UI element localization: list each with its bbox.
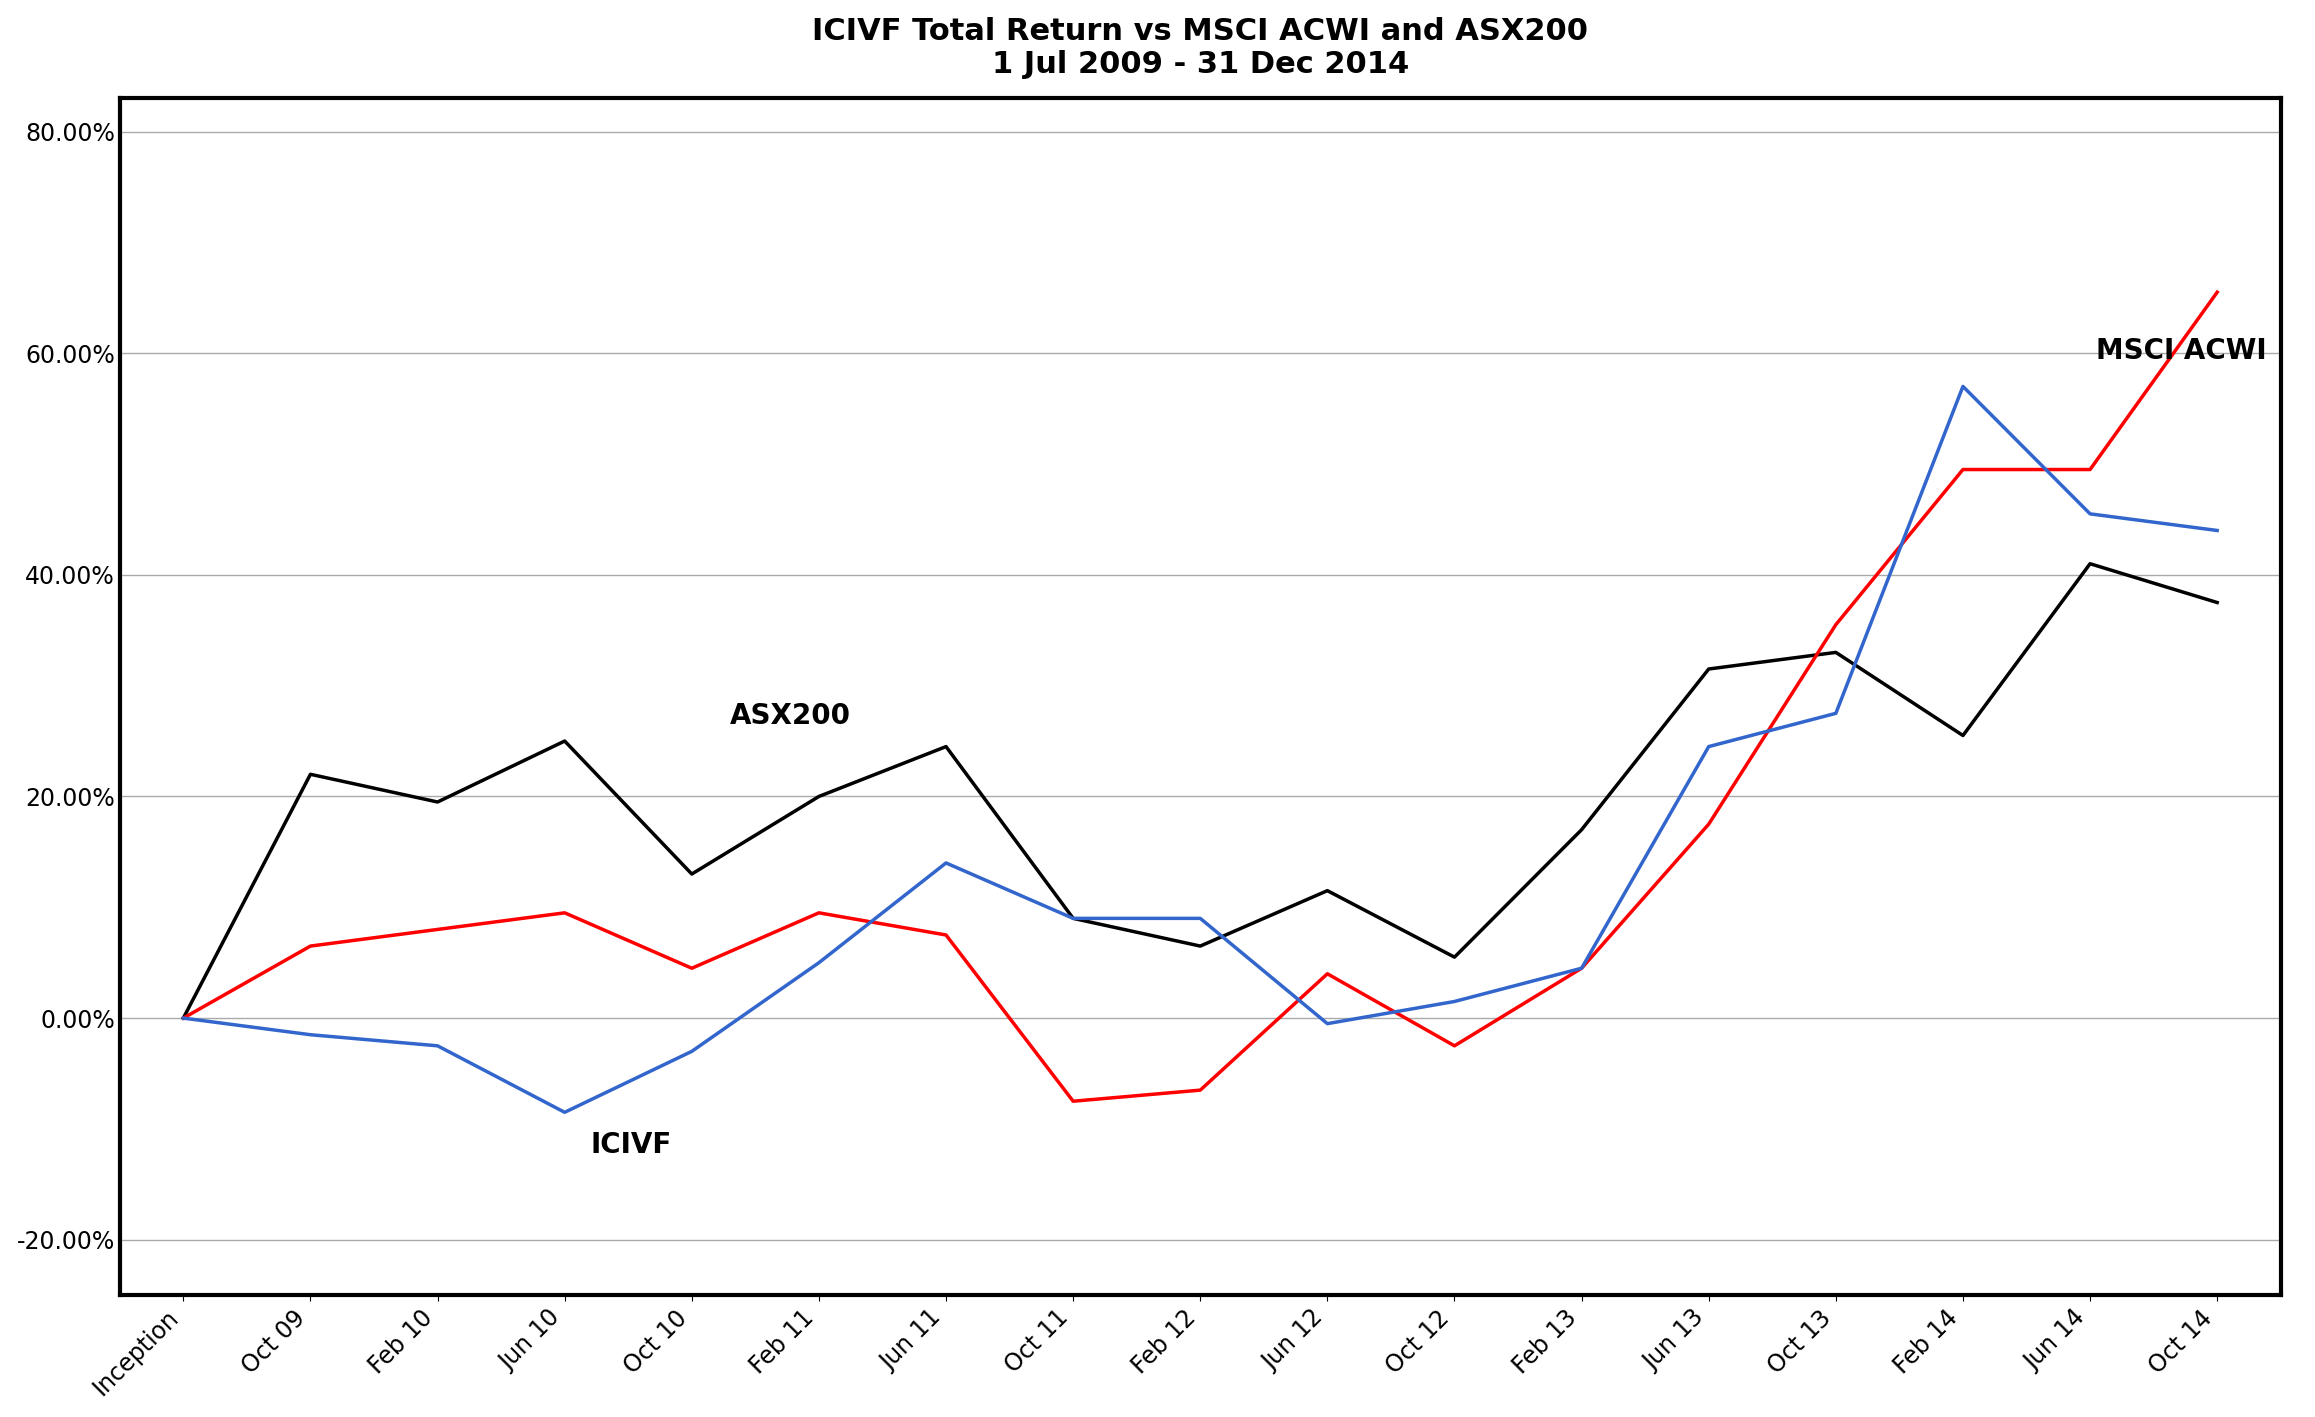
Text: ASX200: ASX200 (729, 703, 852, 730)
Text: MSCI ACWI: MSCI ACWI (2097, 337, 2266, 364)
Text: ICIVF: ICIVF (590, 1131, 671, 1159)
Title: ICIVF Total Return vs MSCI ACWI and ASX200
1 Jul 2009 - 31 Dec 2014: ICIVF Total Return vs MSCI ACWI and ASX2… (813, 17, 1588, 79)
